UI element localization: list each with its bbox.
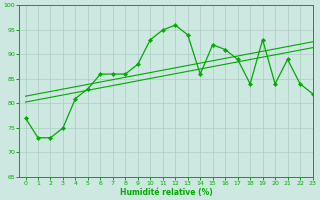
X-axis label: Humidité relative (%): Humidité relative (%) (120, 188, 212, 197)
